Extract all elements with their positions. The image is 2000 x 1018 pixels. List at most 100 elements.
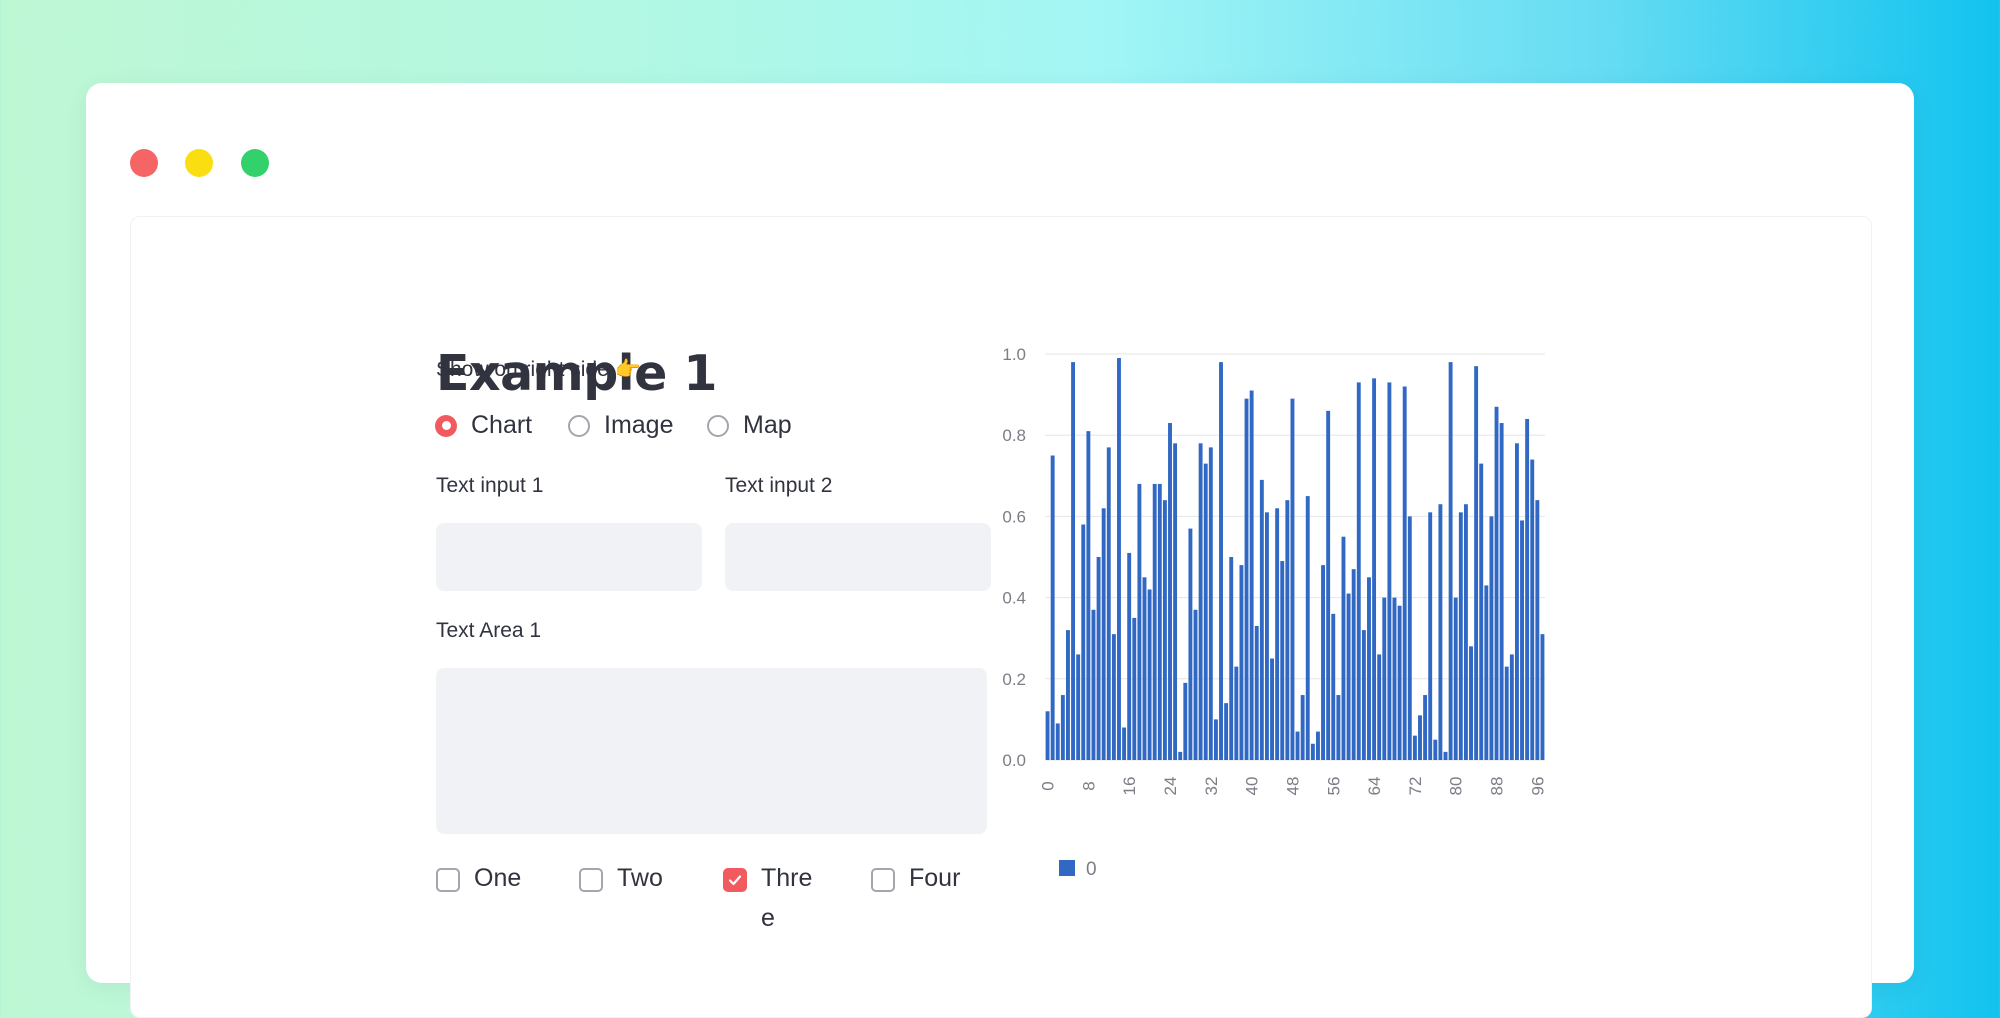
bar bbox=[1326, 410, 1331, 760]
bar bbox=[1530, 459, 1535, 760]
bar bbox=[1183, 682, 1188, 760]
minimize-window-button[interactable] bbox=[185, 149, 213, 177]
bar bbox=[1055, 723, 1060, 760]
radio-selected-icon bbox=[435, 414, 457, 437]
x-tick-label: 72 bbox=[1406, 777, 1425, 796]
bar bbox=[1489, 516, 1494, 760]
bar bbox=[1127, 552, 1132, 760]
bar bbox=[1111, 634, 1116, 760]
bar bbox=[1504, 666, 1509, 760]
bar bbox=[1535, 500, 1540, 760]
radio-option-image[interactable]: Image bbox=[568, 411, 673, 440]
bar bbox=[1254, 626, 1259, 760]
bar bbox=[1356, 382, 1361, 760]
bar bbox=[1152, 483, 1157, 760]
checkbox-unchecked-icon bbox=[436, 868, 460, 892]
x-tick-label: 56 bbox=[1324, 777, 1343, 796]
bar bbox=[1448, 362, 1453, 760]
radio-option-map[interactable]: Map bbox=[707, 411, 792, 440]
checkbox-label: Two bbox=[617, 864, 663, 892]
x-tick-label: 32 bbox=[1202, 777, 1221, 796]
bar bbox=[1270, 658, 1274, 760]
y-tick-label: 1.0 bbox=[1002, 345, 1026, 364]
radio-option-label: Chart bbox=[471, 411, 533, 439]
text-area-1[interactable] bbox=[436, 668, 987, 834]
x-tick-label: 64 bbox=[1365, 777, 1384, 796]
bar bbox=[1076, 654, 1081, 760]
checkbox-label: Three bbox=[761, 864, 813, 932]
bar bbox=[1351, 569, 1356, 760]
text-input-1-label: Text input 1 bbox=[436, 474, 544, 497]
bar bbox=[1433, 739, 1438, 760]
bar bbox=[1346, 593, 1351, 760]
bar bbox=[1224, 703, 1229, 760]
y-tick-label: 0.2 bbox=[1002, 670, 1026, 689]
bar bbox=[1157, 483, 1162, 760]
x-tick-label: 40 bbox=[1243, 777, 1262, 796]
x-tick-label: 88 bbox=[1488, 777, 1507, 796]
text-input-2-label: Text input 2 bbox=[725, 474, 833, 497]
checkbox-unchecked-icon bbox=[871, 868, 895, 892]
text-input-1[interactable] bbox=[436, 523, 702, 591]
close-window-button[interactable] bbox=[130, 149, 158, 177]
bar bbox=[1132, 617, 1137, 760]
bar bbox=[1117, 358, 1121, 760]
bar bbox=[1458, 512, 1463, 760]
bar bbox=[1096, 557, 1101, 760]
x-tick-label: 96 bbox=[1528, 777, 1547, 796]
bar bbox=[1331, 613, 1336, 760]
bar bbox=[1081, 524, 1086, 760]
bar bbox=[1310, 743, 1315, 760]
bar bbox=[1045, 711, 1050, 760]
bar bbox=[1193, 609, 1198, 760]
bar bbox=[1428, 512, 1433, 760]
radio-option-chart[interactable]: Chart bbox=[435, 411, 532, 440]
bar bbox=[1412, 735, 1417, 760]
app-window: Example 1 Show on right side 👉 Chart Ima… bbox=[86, 83, 1914, 1018]
bar bbox=[1142, 577, 1147, 760]
radio-option-label: Image bbox=[604, 411, 674, 439]
x-tick-label: 80 bbox=[1447, 777, 1466, 796]
checkbox-four[interactable]: Four bbox=[871, 864, 969, 898]
bar bbox=[1290, 398, 1295, 760]
app-content: Example 1 Show on right side 👉 Chart Ima… bbox=[130, 216, 1872, 1018]
bar bbox=[1305, 496, 1310, 760]
checkbox-two[interactable]: Two bbox=[579, 864, 677, 898]
bar bbox=[1213, 719, 1218, 760]
bar bbox=[1137, 483, 1142, 760]
checkmark-icon bbox=[728, 875, 742, 886]
checkbox-one[interactable]: One bbox=[436, 864, 534, 898]
text-input-2[interactable] bbox=[725, 523, 991, 591]
bar bbox=[1336, 695, 1341, 760]
bar bbox=[1453, 597, 1458, 760]
radio-group-label: Show on right side 👉 bbox=[436, 358, 641, 381]
bar bbox=[1259, 479, 1264, 760]
bar bbox=[1178, 751, 1183, 760]
legend-label: 0 bbox=[1086, 859, 1097, 880]
bar bbox=[1479, 463, 1484, 760]
bar bbox=[1387, 382, 1392, 760]
bar bbox=[1397, 605, 1402, 760]
bar bbox=[1392, 597, 1397, 760]
bar bbox=[1382, 597, 1387, 760]
bar bbox=[1122, 727, 1127, 760]
bar bbox=[1101, 508, 1106, 760]
bar bbox=[1234, 666, 1239, 760]
bar bbox=[1071, 362, 1076, 760]
maximize-window-button[interactable] bbox=[241, 149, 269, 177]
bar bbox=[1280, 561, 1285, 760]
bar bbox=[1295, 731, 1300, 760]
bar bbox=[1407, 516, 1412, 760]
bar bbox=[1203, 463, 1208, 760]
checkbox-three[interactable]: Three bbox=[723, 864, 815, 938]
bar bbox=[1208, 447, 1213, 760]
bar bbox=[1239, 565, 1244, 760]
y-tick-label: 0.4 bbox=[1002, 589, 1026, 608]
bar bbox=[1244, 398, 1249, 760]
bar bbox=[1168, 423, 1172, 760]
bar bbox=[1540, 634, 1545, 760]
y-tick-label: 0.6 bbox=[1002, 507, 1026, 526]
bar bbox=[1469, 646, 1473, 760]
bar bbox=[1341, 536, 1346, 760]
bar bbox=[1086, 431, 1091, 760]
